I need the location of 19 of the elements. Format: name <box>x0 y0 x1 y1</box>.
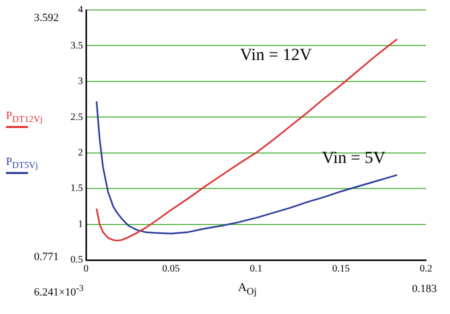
x-tick-label: 0.2 <box>420 264 432 275</box>
text: 0.183 <box>412 283 437 295</box>
x-tick-label: 0.05 <box>162 264 180 275</box>
y-tick-label: 1 <box>78 218 83 230</box>
text: 3.592 <box>34 12 59 24</box>
text: 6.241×10$^{-3}$ <box>34 283 84 299</box>
text: 0.771 <box>34 251 59 263</box>
y-tick-label: 3 <box>78 76 83 88</box>
annotation: Vin = 12V <box>240 45 312 65</box>
y-tick-label: 2.5 <box>70 112 83 123</box>
y-tick-label: 3.5 <box>70 40 83 52</box>
x-tick-label: 0.1 <box>250 264 262 275</box>
y-tick-label: 4 <box>78 4 83 16</box>
y-tick-label: 2 <box>78 147 83 158</box>
x-tick-label: 0 <box>84 264 88 275</box>
x-tick-label: 0.15 <box>332 264 350 275</box>
y-tick-label: 0.5 <box>70 254 83 266</box>
annotation: Vin = 5V <box>322 148 386 168</box>
y-tick-label: 1.5 <box>70 183 83 194</box>
